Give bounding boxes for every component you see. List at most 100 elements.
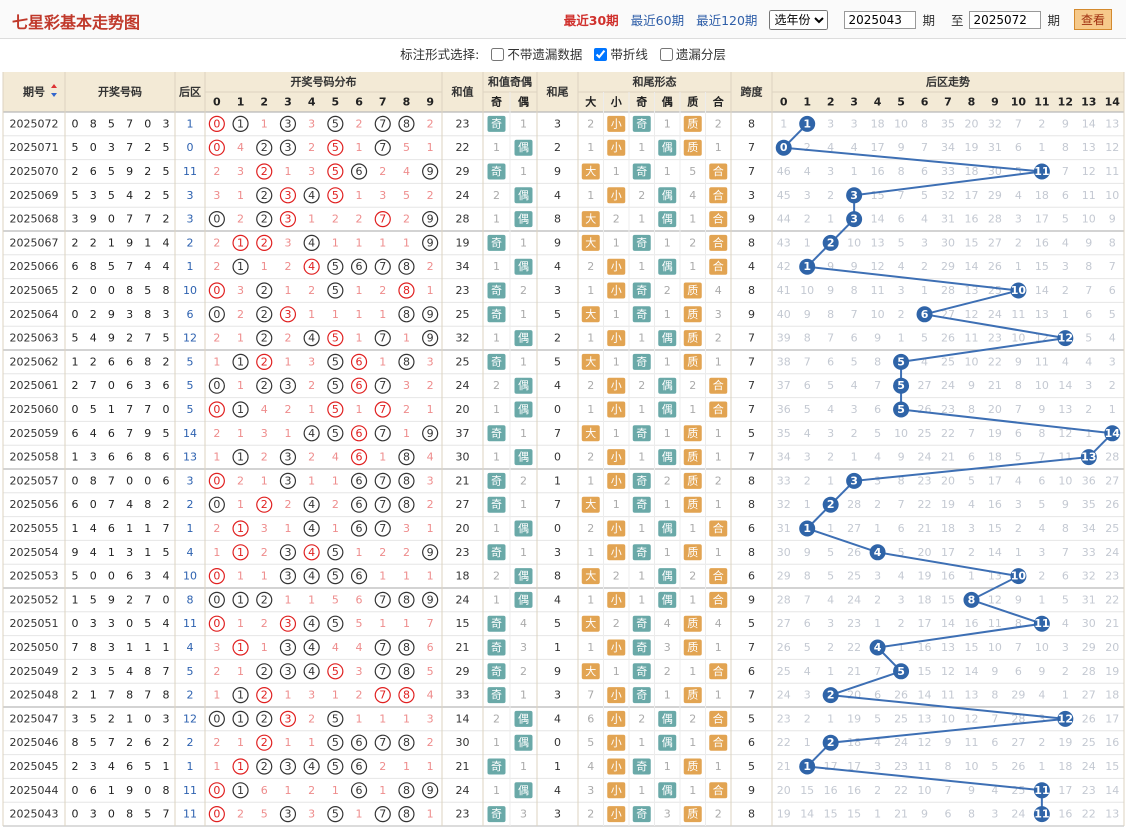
- tag: [487, 353, 506, 370]
- miss-value: 1: [261, 117, 268, 130]
- hit-circle: [327, 663, 344, 680]
- sub-header: 质: [687, 95, 698, 109]
- miss-value: 1: [493, 736, 500, 749]
- miss-value: 1: [379, 570, 386, 583]
- tag-text: 大: [585, 212, 596, 226]
- tag: [683, 306, 702, 323]
- hit-circle: [279, 377, 297, 394]
- miss-value: 2: [520, 665, 527, 678]
- miss-value: 2: [664, 665, 671, 678]
- tag-text: 小: [611, 379, 622, 392]
- tag: [607, 544, 626, 561]
- draw-digit: 7: [126, 260, 133, 273]
- span: 8: [748, 284, 755, 297]
- miss-value: 1: [213, 355, 220, 368]
- tag-text: 小: [611, 141, 622, 154]
- draw-digit: 7: [126, 427, 133, 440]
- draw-digit: 2: [144, 165, 151, 178]
- trend-hit: [799, 115, 816, 132]
- from-issue[interactable]: [844, 10, 917, 29]
- option-checkbox[interactable]: [491, 48, 505, 61]
- tag-text: 小: [611, 403, 622, 416]
- option[interactable]: 不带遗漏数据: [491, 47, 582, 62]
- miss-value: 2: [213, 522, 220, 535]
- miss-value: 1: [308, 593, 315, 606]
- tag-text: 奇: [491, 546, 502, 559]
- range-link[interactable]: 最近30期: [563, 13, 619, 28]
- trend-miss: 27: [918, 379, 932, 392]
- trend-hit-text: 3: [850, 189, 858, 202]
- trend-hit: [1010, 568, 1027, 585]
- trend-miss: 6: [991, 736, 998, 749]
- hit-digit: 2: [261, 308, 268, 321]
- trend-miss: 9: [874, 332, 881, 345]
- to-issue[interactable]: [969, 10, 1042, 29]
- hit-circle: [327, 377, 344, 394]
- tag-text: 质: [687, 427, 698, 440]
- hit-circle: [279, 187, 297, 204]
- trend-miss: 4: [1062, 617, 1069, 630]
- tag-text: 质: [687, 760, 698, 773]
- option-checkbox[interactable]: [659, 48, 673, 61]
- trend-miss: 33: [941, 165, 955, 178]
- view-button[interactable]: 查看: [1073, 9, 1112, 30]
- tag-text: 奇: [636, 760, 647, 773]
- tag: [632, 496, 651, 513]
- trend-miss: 10: [847, 236, 861, 249]
- hit-digit: 3: [284, 641, 291, 654]
- miss-value: 2: [587, 451, 594, 464]
- hit-circle: [232, 710, 249, 728]
- draw-digit: 5: [163, 189, 170, 202]
- trend-miss: 7: [1109, 260, 1116, 273]
- trend-miss: 9: [804, 546, 811, 559]
- trend-miss: 5: [874, 712, 881, 725]
- range-link[interactable]: 最近120期: [696, 13, 758, 28]
- trend-miss: 1: [827, 213, 834, 226]
- draw-digit: 6: [163, 379, 170, 392]
- tag-text: 小: [611, 117, 622, 130]
- trend-miss: 10: [918, 784, 932, 797]
- hit-digit: 5: [332, 736, 339, 749]
- tag: [683, 544, 702, 561]
- trend-miss: 27: [777, 617, 791, 630]
- trend-miss: 26: [988, 260, 1002, 273]
- trend-miss: 1: [968, 570, 975, 583]
- sub-header: 5: [332, 96, 340, 109]
- trend-miss: 6: [921, 165, 928, 178]
- miss-value: 1: [308, 474, 315, 487]
- miss-value: 1: [715, 451, 722, 464]
- trend-miss: 2: [874, 593, 881, 606]
- trend-miss: 46: [777, 165, 791, 178]
- hit-circle: [374, 496, 391, 513]
- miss-value: 1: [613, 165, 620, 178]
- miss-value: 2: [689, 379, 696, 392]
- trend-miss: 16: [1058, 808, 1072, 821]
- back-number: 4: [187, 641, 194, 654]
- hit-circle: [303, 758, 320, 775]
- trend-miss: 26: [1082, 712, 1096, 725]
- trend-miss: 8: [827, 308, 834, 321]
- miss-value: 2: [689, 236, 696, 249]
- draw-digit: 5: [90, 736, 97, 749]
- draw-digit: 5: [108, 117, 115, 130]
- tag: [683, 425, 702, 442]
- range-link[interactable]: 最近60期: [630, 13, 685, 28]
- hit-circle: [232, 449, 249, 466]
- option-checkbox[interactable]: [594, 48, 608, 61]
- miss-value: 2: [308, 141, 315, 154]
- option[interactable]: 带折线: [594, 47, 648, 62]
- miss-value: 1: [493, 784, 500, 797]
- tag: [487, 663, 506, 680]
- option[interactable]: 遗漏分层: [659, 47, 726, 62]
- draw-digit: 3: [90, 451, 97, 464]
- draw-digit: 5: [90, 593, 97, 606]
- hit-digit: 3: [284, 546, 291, 559]
- trend-miss: 6: [1015, 141, 1022, 154]
- miss-value: 1: [356, 546, 363, 559]
- draw-digit: 6: [126, 379, 133, 392]
- miss-value: 1: [284, 593, 291, 606]
- back-number: 10: [183, 284, 197, 297]
- hit-digit: 3: [284, 379, 291, 392]
- year-select[interactable]: 选年份: [769, 9, 829, 30]
- hit-digit: 0: [213, 213, 220, 226]
